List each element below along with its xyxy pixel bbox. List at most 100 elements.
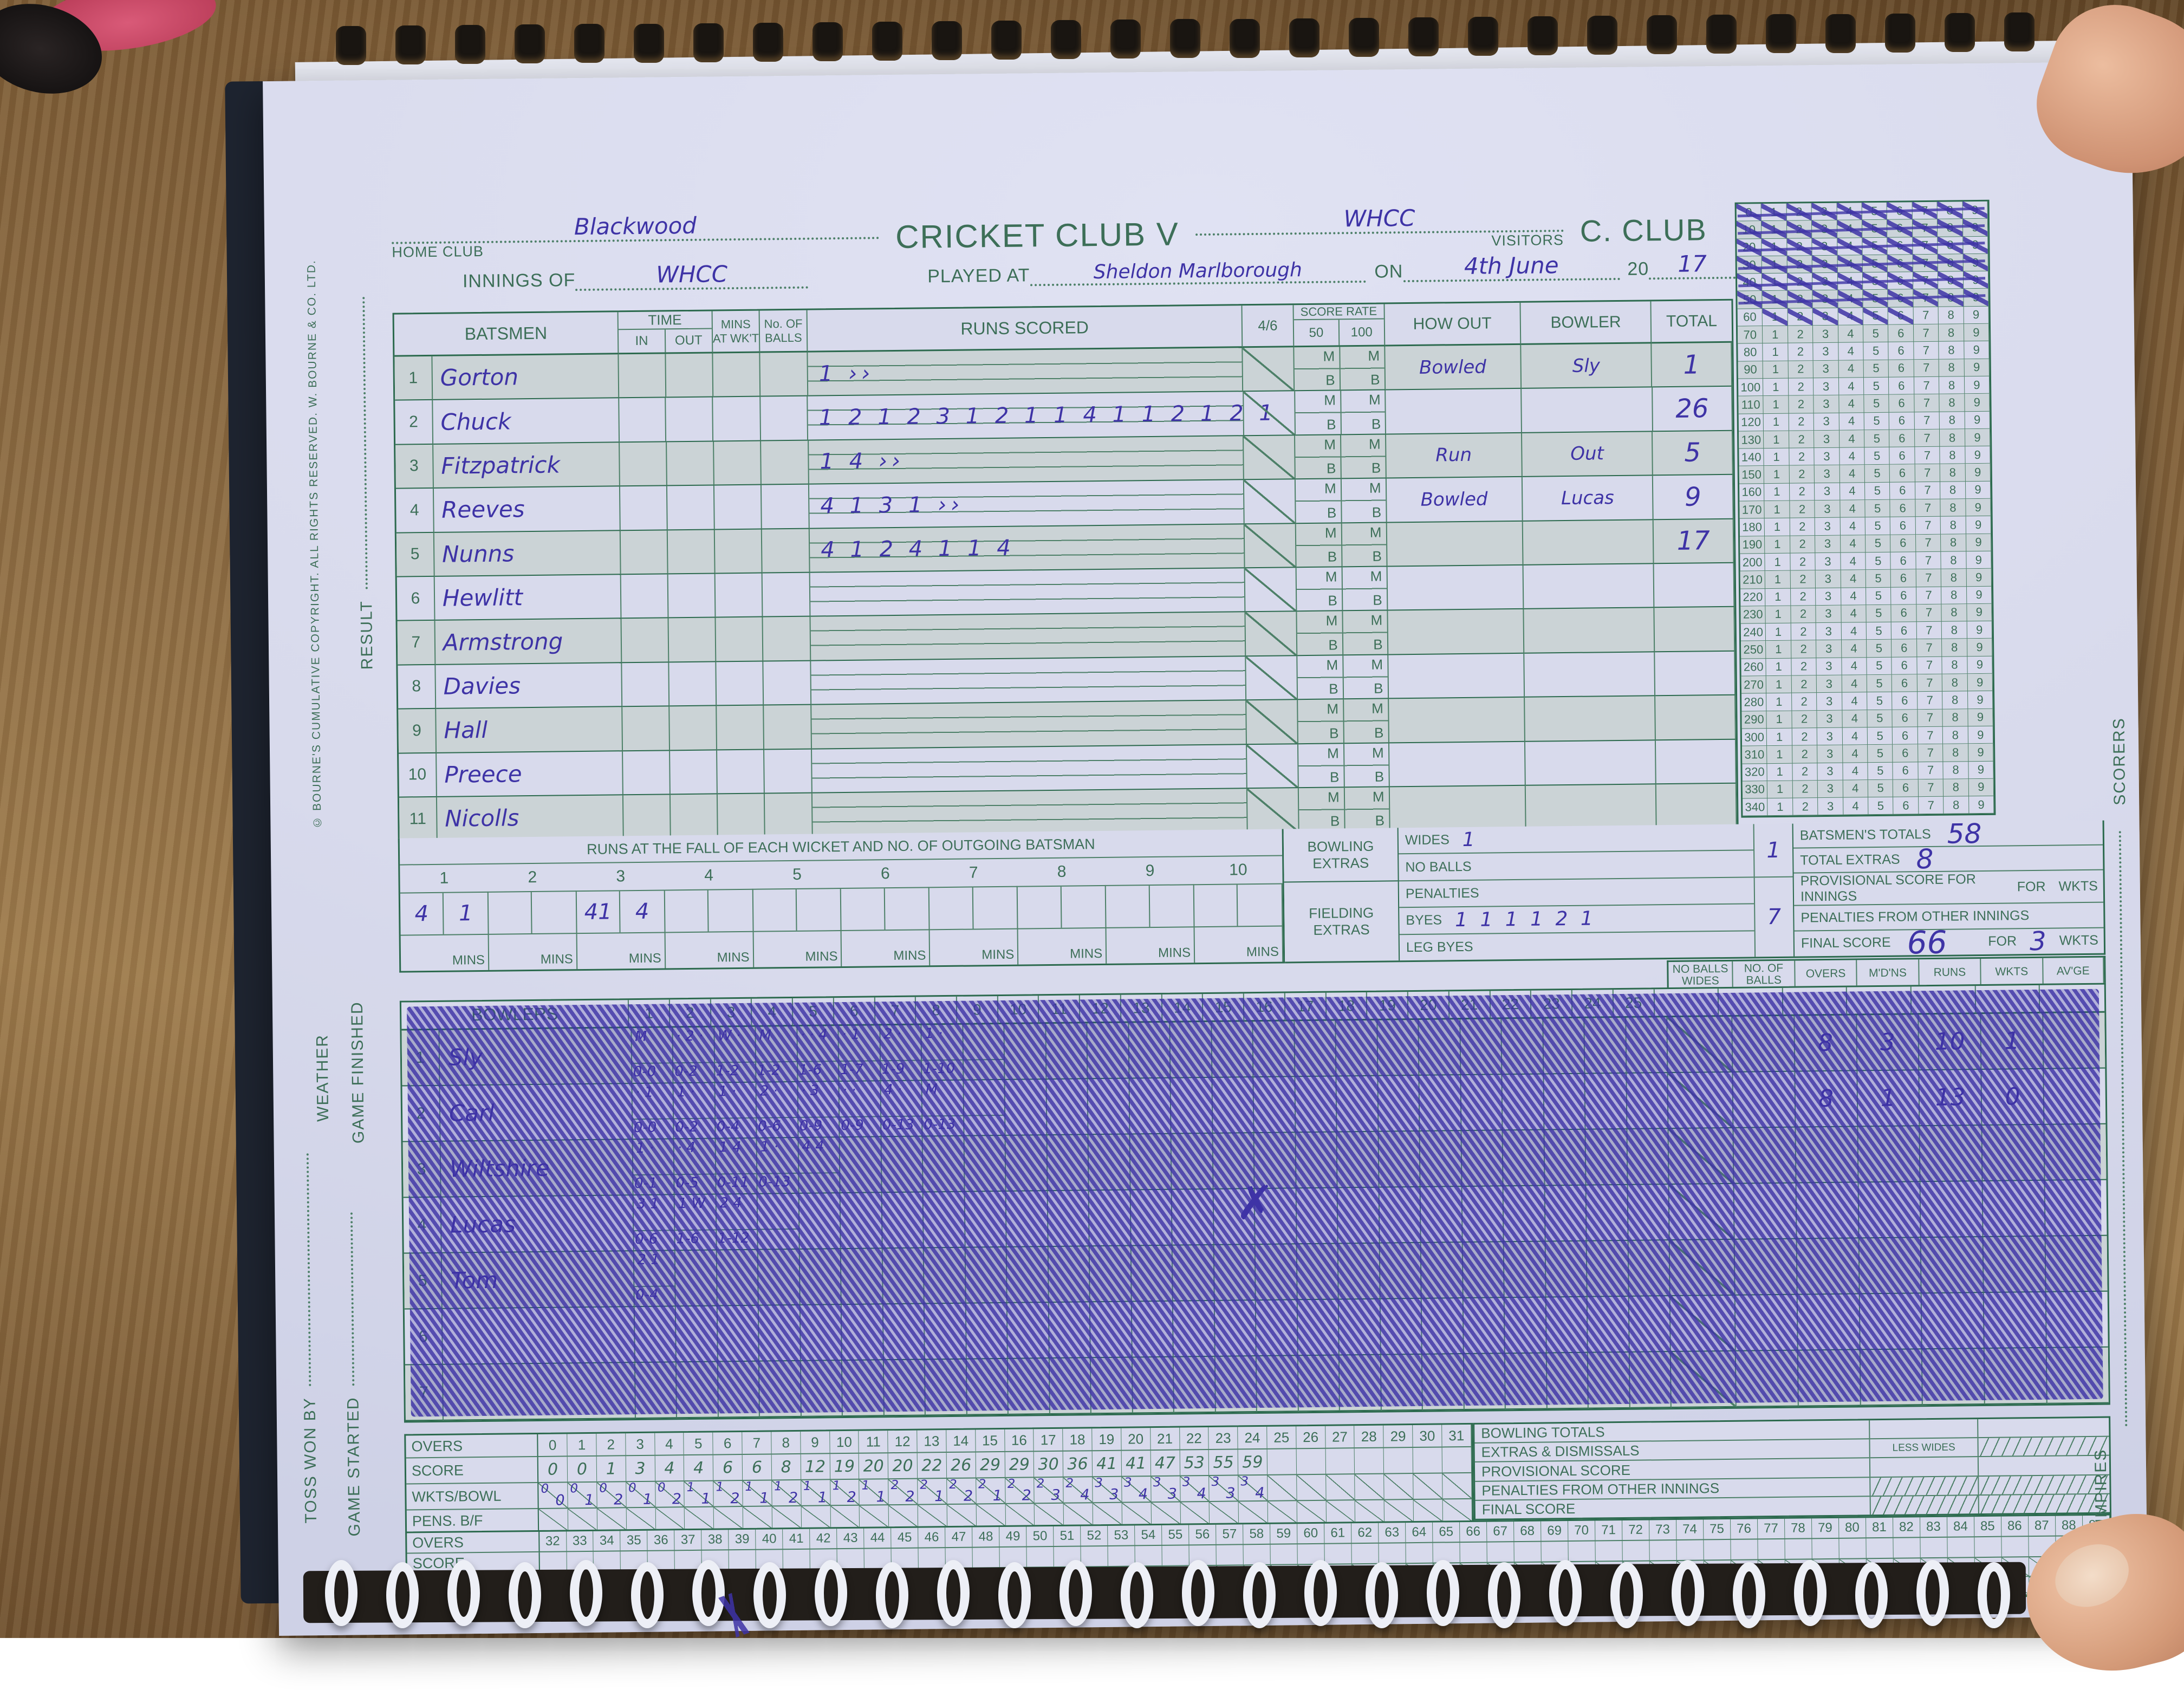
- m-marker: M: [1372, 700, 1383, 717]
- time-out-cell: [670, 706, 717, 751]
- balls-cell: [764, 749, 812, 794]
- tally-digit: 7: [1914, 359, 1939, 377]
- spiral-ring: [753, 1562, 786, 1628]
- wkts-value: 2: [1036, 1477, 1044, 1491]
- game-started-dotted-line: [350, 1213, 354, 1386]
- balls-cell: [762, 529, 810, 573]
- tally-digit: 4: [1841, 605, 1867, 623]
- runs-scored-cell: [811, 700, 1247, 749]
- tally-decade: 110: [1738, 396, 1764, 414]
- over-number: 55: [1162, 1525, 1189, 1546]
- club-right-label: C. CLUB: [1563, 212, 1724, 249]
- tally-digit: 5: [1864, 412, 1890, 430]
- tally-digit: 5: [1863, 325, 1889, 343]
- bowler-no-value: 4: [1080, 1486, 1090, 1503]
- byes-label: BYES: [1406, 913, 1442, 929]
- fow-batsman-value: [708, 890, 752, 932]
- tally-digit: 3: [1813, 378, 1839, 396]
- fow-mins-label: MINS: [1195, 927, 1284, 963]
- tally-digit: 3: [1815, 500, 1841, 518]
- out-bowler-value: [1524, 608, 1655, 654]
- tally-digit: 1: [1767, 746, 1792, 764]
- score-cell: [1649, 1540, 1676, 1562]
- provisional-score-label: PROVISIONAL SCORE FOR INNINGS: [1800, 872, 2018, 905]
- fingernail: [2045, 1533, 2139, 1618]
- m-marker: M: [1326, 656, 1338, 673]
- wkts-bowl-cell: [1384, 1474, 1413, 1500]
- tally-digit: 5: [1865, 552, 1891, 570]
- header-line: WKTS: [1995, 966, 2028, 978]
- score-value: [1268, 1449, 1297, 1476]
- result-label: RESULT: [358, 600, 376, 670]
- runs-scored-cell: [811, 656, 1246, 705]
- mins-at-wkt-cell: [715, 573, 763, 618]
- tally-decade: 150: [1739, 466, 1765, 484]
- no-balls-label: NO BALLS: [1405, 859, 1472, 875]
- over-number: 62: [1351, 1523, 1379, 1544]
- tally-digit: 7: [1912, 202, 1938, 220]
- spiral-ring: [876, 1562, 908, 1628]
- runs-scored-cell: [810, 568, 1246, 617]
- over-number: 21: [1150, 1428, 1180, 1451]
- tally-digit: 6: [1890, 447, 1915, 465]
- mins-at-wkt-cell: [714, 441, 762, 485]
- over-number: 64: [1406, 1523, 1433, 1544]
- final-score-value: 66: [1907, 929, 1947, 955]
- runs-scored-cell: 4 1 3 1 ››: [809, 480, 1245, 529]
- over-number: 68: [1514, 1522, 1541, 1543]
- tally-digit: 2: [1793, 798, 1818, 816]
- tally-digit: 4: [1841, 570, 1866, 588]
- score-cell: [1514, 1542, 1541, 1563]
- over-number: 61: [1324, 1523, 1351, 1544]
- over-number: 69: [1541, 1521, 1568, 1542]
- fow-runs-value: [665, 890, 708, 932]
- bowler-no-value: 1: [818, 1489, 828, 1506]
- score-value: [1355, 1448, 1384, 1475]
- wkts-bowl-cell: [1297, 1475, 1326, 1502]
- score-value: 41: [1121, 1451, 1150, 1477]
- spiral-hole: [812, 22, 843, 61]
- tally-digit: 1: [1767, 781, 1793, 798]
- bowler-no-value: 2: [730, 1490, 740, 1507]
- bowling-extras-total: 1: [1754, 824, 1793, 878]
- m-marker: M: [1327, 701, 1338, 718]
- tally-digit: 6: [1893, 744, 1918, 762]
- tally-digit: 2: [1793, 781, 1818, 798]
- runs-scored-header: RUNS SCORED: [808, 306, 1243, 352]
- fow-cell: [1106, 884, 1195, 928]
- tally-digit: 4: [1842, 692, 1868, 710]
- pens-cell: [1122, 1503, 1151, 1526]
- tally-digit: 7: [1913, 237, 1938, 255]
- spiral-hole: [1468, 17, 1498, 56]
- tally-digit: 9: [1965, 394, 1990, 412]
- bowling-totals-value: [1979, 1475, 2109, 1494]
- score-cell: [1622, 1540, 1649, 1562]
- batsmen-header: BATSMEN: [394, 312, 619, 356]
- tally-digit: 5: [1865, 535, 1891, 552]
- fow-runs-value: 4: [400, 893, 444, 935]
- time-in-cell: [621, 574, 669, 619]
- score-value: 0: [538, 1457, 568, 1483]
- pens-cell: [1151, 1503, 1180, 1526]
- wkts-value: 0: [599, 1481, 607, 1496]
- weather-label: WEATHER: [313, 1034, 333, 1122]
- m-marker: M: [1369, 392, 1381, 408]
- score-value: 8: [772, 1454, 801, 1481]
- b-marker: B: [1373, 636, 1383, 653]
- tally-digit: 3: [1813, 343, 1839, 361]
- tally-decade: 40: [1737, 274, 1763, 291]
- tally-digit: 2: [1789, 448, 1815, 466]
- innings-of-label: INNINGS OF: [392, 270, 576, 293]
- photo-scene: Blackwood HOME CLUB CRICKET CLUB V WHCC …: [0, 0, 2184, 1638]
- batsman-name: Nicolls: [437, 795, 624, 841]
- spiral-hole: [634, 24, 664, 63]
- tally-digit: 6: [1890, 517, 1916, 535]
